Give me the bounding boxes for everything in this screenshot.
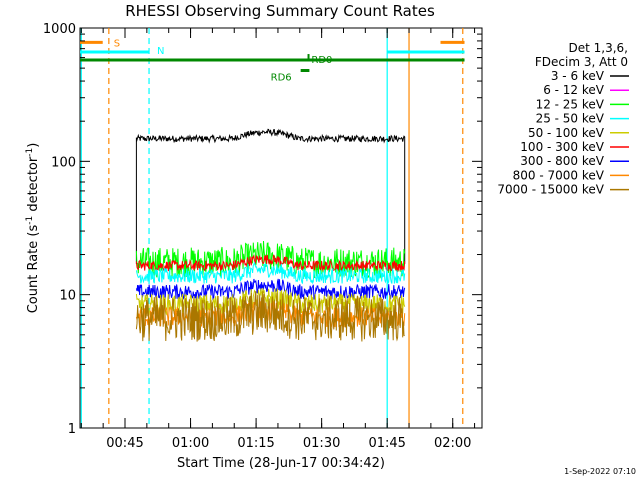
flag-label: S [114, 38, 120, 49]
flag-label: N [157, 46, 164, 57]
y-tick-label: 10 [59, 289, 76, 304]
series-line [135, 278, 406, 301]
legend-entry-label: 6 - 12 keV [543, 83, 605, 97]
x-tick-label: 01:00 [172, 436, 209, 451]
x-axis: 00:45 01:00 01:15 01:30 01:45 02:00 [80, 28, 476, 451]
chart-title: RHESSI Observing Summary Count Rates [125, 2, 435, 20]
x-tick-label: 01:45 [368, 436, 405, 451]
plot-frame [79, 27, 483, 429]
y-axis-label: Count Rate (s-1 detector-1) [25, 143, 41, 314]
timestamp: 1-Sep-2022 07:10 [564, 467, 636, 476]
x-tick-label: 02:00 [434, 436, 471, 451]
legend-entry-label: 100 - 300 keV [520, 140, 604, 154]
y-tick-label: 1 [68, 422, 76, 437]
legend-entry-label: 7000 - 15000 keV [497, 183, 604, 197]
legend-entry-label: 800 - 7000 keV [513, 168, 605, 182]
flag-label: RD6 [271, 73, 292, 84]
series-line [135, 291, 405, 342]
x-tick-label: 01:15 [237, 436, 274, 451]
x-axis-label: Start Time (28-Jun-17 00:34:42) [177, 456, 385, 471]
legend-entry-label: 25 - 50 keV [536, 112, 605, 126]
y-tick-label: 100 [51, 155, 76, 170]
legend-header-2: FDecim 3, Att 0 [535, 55, 628, 69]
flag-label: RD0 [311, 55, 332, 66]
legend-entry-label: 3 - 6 keV [551, 69, 605, 83]
x-tick-label: 00:45 [106, 436, 143, 451]
legend-entry-label: 12 - 25 keV [536, 97, 605, 111]
x-tick-label: 01:30 [303, 436, 340, 451]
series-group [135, 128, 406, 342]
y-axis: 1 10 100 1000 [43, 22, 482, 437]
vertical-markers [80, 28, 464, 428]
series-line [135, 240, 406, 279]
y-tick-label: 1000 [43, 22, 76, 37]
legend-entry-label: 300 - 800 keV [520, 154, 604, 168]
flag-bars: S N RD0 RD6 [80, 38, 465, 84]
series-line [135, 128, 406, 264]
series-line [135, 261, 406, 285]
series-line [135, 254, 406, 273]
legend-entry-label: 50 - 100 keV [528, 126, 605, 140]
plot-area: S N RD0 RD6 1 10 100 1000 00:45 01:00 01:15 01:30… [43, 22, 483, 451]
legend-header-1: Det 1,3,6, [569, 41, 629, 55]
